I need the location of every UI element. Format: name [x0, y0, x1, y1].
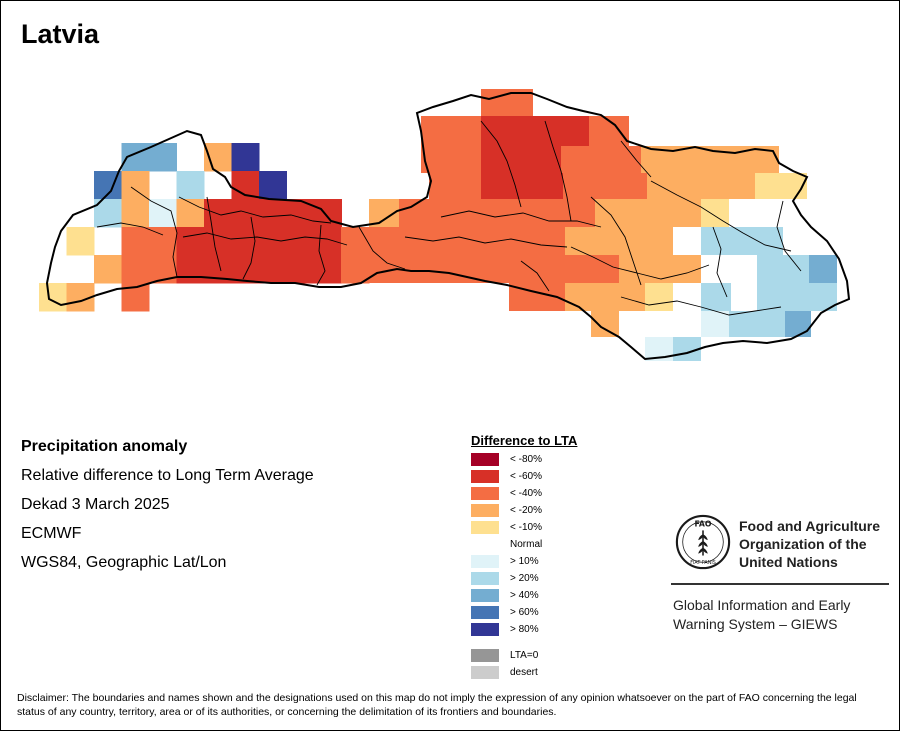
legend-item: > 40% — [471, 588, 577, 605]
map-cell — [176, 227, 205, 256]
map-cell — [121, 255, 150, 284]
precipitation-anomaly-map — [39, 89, 851, 361]
info-source: ECMWF — [21, 525, 82, 542]
legend-swatch — [471, 538, 499, 551]
map-cell — [286, 227, 315, 256]
info-heading: Precipitation anomaly — [21, 438, 188, 455]
map-cell — [121, 199, 150, 228]
map-cell — [121, 227, 150, 256]
map-cell — [204, 199, 232, 228]
legend-item: Normal — [471, 537, 577, 554]
map-cells-east — [341, 89, 837, 361]
map-cell — [176, 171, 205, 200]
legend-swatch — [471, 589, 499, 602]
map-cell — [286, 199, 315, 228]
legend-rows: < -80% < -60% < -40% < -20% < -10% Normal > 10… — [471, 452, 577, 639]
map-cell — [39, 283, 67, 312]
legend-extra-item: LTA=0 — [471, 648, 577, 665]
info-projection: WGS84, Geographic Lat/Lon — [21, 554, 227, 571]
legend-label: > 10% — [510, 556, 539, 567]
legend-swatch — [471, 504, 499, 517]
legend-label: < -20% — [510, 505, 542, 516]
map-cell — [121, 171, 150, 200]
fao-logo-motto: FIAT PANIS — [690, 560, 716, 566]
map-cell — [259, 171, 287, 200]
map-cell — [176, 255, 205, 284]
legend-extra-item: desert — [471, 665, 577, 682]
legend-item: < -80% — [471, 452, 577, 469]
legend-extra-label: desert — [510, 667, 538, 678]
legend-extra-swatch — [471, 666, 499, 679]
legend-label: > 80% — [510, 624, 539, 635]
fao-logo-letters: FAO — [695, 520, 712, 529]
legend-label: < -60% — [510, 471, 542, 482]
legend-label: Normal — [510, 539, 543, 550]
legend-label: > 60% — [510, 607, 539, 618]
legend-swatch — [471, 572, 499, 585]
org-name-line3: United Nations — [739, 554, 838, 570]
map-cell — [231, 143, 260, 172]
map-cell — [66, 227, 95, 256]
district-boundaries — [96, 120, 802, 316]
info-period: Dekad 3 March 2025 — [21, 496, 170, 513]
legend-swatch — [471, 623, 499, 636]
legend-item: < -20% — [471, 503, 577, 520]
legend-label: < -80% — [510, 454, 542, 465]
map-cell — [121, 143, 150, 172]
map-cell — [314, 255, 342, 284]
legend-label: > 20% — [510, 573, 539, 584]
legend-swatch — [471, 487, 499, 500]
giews-line2: Warning System – GIEWS — [673, 616, 838, 632]
legend-item: > 10% — [471, 554, 577, 571]
map-cell — [94, 255, 122, 284]
legend-label: > 40% — [510, 590, 539, 601]
org-name-line1: Food and Agriculture — [739, 518, 881, 534]
map-cell — [204, 227, 232, 256]
legend-label: < -40% — [510, 488, 542, 499]
info-subtitle: Relative difference to Long Term Average — [21, 467, 314, 484]
legend-swatch — [471, 521, 499, 534]
map-cell — [286, 255, 315, 284]
legend-item: < -40% — [471, 486, 577, 503]
legend-item: < -10% — [471, 520, 577, 537]
giews-line1: Global Information and Early — [673, 597, 851, 613]
map-cell — [176, 199, 205, 228]
legend-extra-label: LTA=0 — [510, 650, 539, 661]
legend-label: < -10% — [510, 522, 542, 533]
legend-extra-rows: LTA=0 desert — [471, 648, 577, 682]
legend-title: Difference to LTA — [471, 433, 578, 448]
disclaimer: Disclaimer: The boundaries and names sho… — [17, 692, 857, 718]
country-outline — [45, 92, 851, 361]
org-name-line2: Organization of the — [739, 536, 867, 552]
legend-item: > 60% — [471, 605, 577, 622]
org-name: Food and Agriculture Organization of the… — [739, 517, 889, 571]
legend-swatch — [471, 453, 499, 466]
giews-name: Global Information and Early Warning Sys… — [673, 596, 889, 634]
map-cell — [231, 255, 260, 284]
legend-swatch — [471, 606, 499, 619]
legend-item: < -60% — [471, 469, 577, 486]
map-cell — [259, 255, 287, 284]
legend-swatch — [471, 555, 499, 568]
map-cell — [231, 199, 260, 228]
org-divider — [671, 583, 889, 585]
map-cell — [149, 143, 177, 172]
legend-item: > 20% — [471, 571, 577, 588]
legend-extra-swatch — [471, 649, 499, 662]
map-cell — [149, 199, 177, 228]
map-info: Precipitation anomaly Relative differenc… — [21, 438, 314, 583]
legend-item: > 80% — [471, 622, 577, 639]
map-cell — [314, 227, 342, 256]
map-title: Latvia — [21, 19, 100, 49]
legend: Difference to LTA < -80% < -60% < -40% < -2… — [471, 433, 577, 682]
map-cell — [259, 227, 287, 256]
legend-swatch — [471, 470, 499, 483]
fao-logo-icon: FAO FIAT PANIS — [675, 514, 731, 570]
map-cell — [259, 199, 287, 228]
